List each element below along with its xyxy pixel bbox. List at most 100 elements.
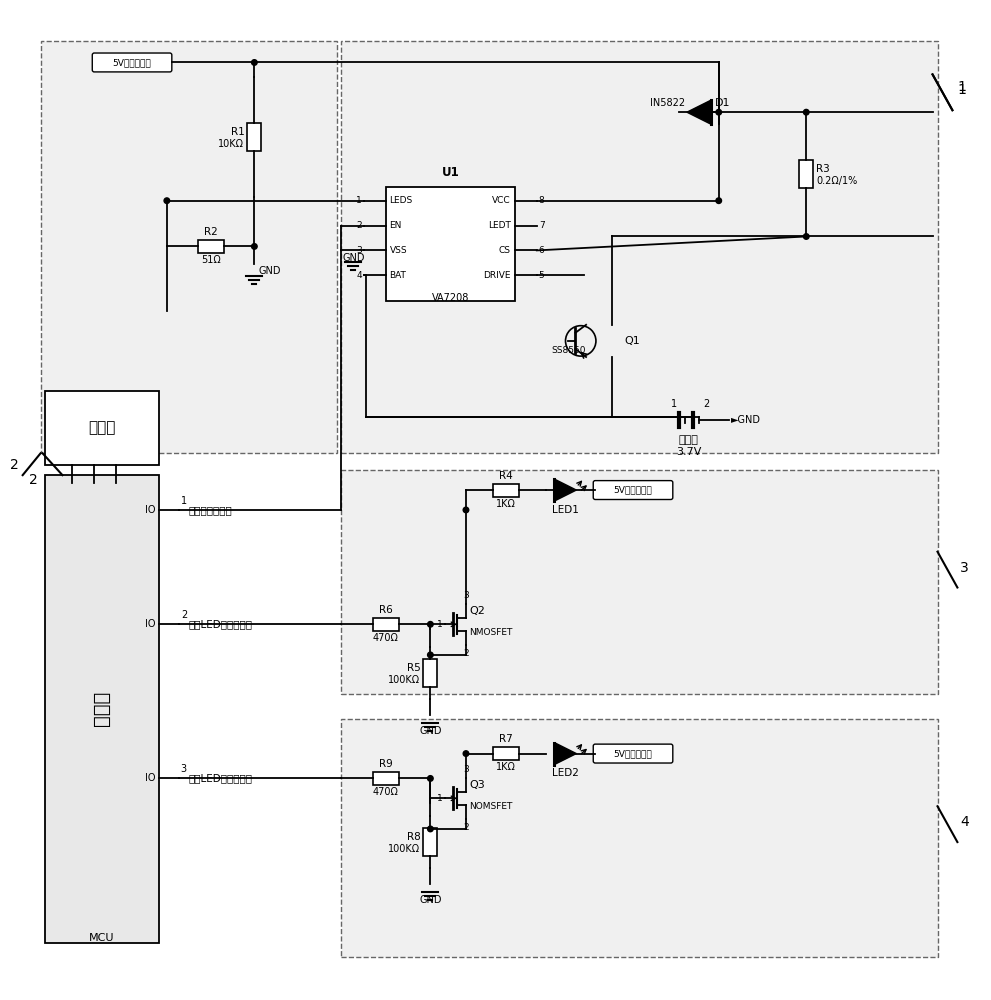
Text: 1: 1 [437,620,442,629]
Text: 100KΩ: 100KΩ [388,675,420,685]
Text: 5: 5 [539,271,544,280]
Text: LEDS: LEDS [389,196,413,205]
Text: VSS: VSS [389,246,407,255]
Bar [45,475,159,943]
Text: IN5822: IN5822 [650,98,685,108]
Text: 5V电源适配器: 5V电源适配器 [613,486,652,495]
Bar [197,240,224,253]
Circle shape [252,60,257,65]
Text: 2: 2 [10,458,19,472]
Text: 1: 1 [437,794,442,803]
Text: 黄色LED控制信号端: 黄色LED控制信号端 [188,773,253,783]
Polygon shape [555,479,577,501]
Bar [373,618,398,631]
Circle shape [252,244,257,249]
Text: 1KΩ: 1KΩ [496,762,515,772]
FancyBboxPatch shape [92,53,171,72]
Text: 3: 3 [180,764,187,774]
Text: 3: 3 [356,246,362,255]
Text: D1: D1 [715,98,730,108]
Text: VA7208: VA7208 [431,293,469,303]
Circle shape [463,751,469,756]
Text: NMOSFET: NMOSFET [469,628,512,637]
Text: LEDT: LEDT [488,221,511,230]
Text: SS8550: SS8550 [552,346,586,355]
Text: R1: R1 [231,127,245,137]
Polygon shape [687,100,711,124]
Text: R7: R7 [498,734,512,744]
Bar [800,160,814,188]
Text: 2: 2 [704,399,710,409]
Text: R2: R2 [204,227,217,237]
Text: Q2: Q2 [469,606,485,616]
Text: 2: 2 [29,473,38,487]
FancyBboxPatch shape [594,481,673,500]
Text: 2: 2 [463,823,469,832]
FancyBboxPatch shape [594,744,673,763]
Bar [493,484,518,497]
Text: GND: GND [343,253,366,263]
Text: 绿色LED控制信号端: 绿色LED控制信号端 [188,619,253,629]
Text: 显示屏: 显示屏 [88,420,115,435]
Text: U1: U1 [441,166,459,179]
Text: 4: 4 [960,815,969,829]
Bar [385,187,515,301]
Text: R5: R5 [406,663,420,673]
Text: DRIVE: DRIVE [484,271,511,280]
Bar [423,659,437,687]
Text: 6: 6 [539,246,544,255]
Text: 锂电池: 锂电池 [679,435,699,445]
Circle shape [165,198,169,203]
Text: 1: 1 [180,496,187,506]
Text: 1: 1 [957,80,966,94]
Circle shape [427,826,433,832]
Circle shape [716,109,721,115]
Text: EN: EN [389,221,402,230]
Text: 2: 2 [180,610,187,620]
Text: 1: 1 [957,83,966,97]
Bar [493,747,518,760]
Polygon shape [555,743,577,765]
Circle shape [463,507,469,513]
Bar [341,719,937,957]
Bar [341,470,937,694]
Text: 7: 7 [539,221,544,230]
Text: R3: R3 [817,164,829,174]
Text: NOMSFET: NOMSFET [469,802,512,811]
Text: 1: 1 [356,196,362,205]
Circle shape [804,234,809,239]
Bar [373,772,398,785]
Text: 8: 8 [539,196,544,205]
Circle shape [427,652,433,658]
Circle shape [716,198,721,203]
Text: 3: 3 [463,591,469,600]
Circle shape [427,622,433,627]
Text: 1: 1 [671,399,677,409]
Circle shape [427,776,433,781]
Text: 0.2Ω/1%: 0.2Ω/1% [817,176,857,186]
Text: 2: 2 [463,649,469,658]
Bar [248,123,262,151]
Text: 充电状态检测端: 充电状态检测端 [188,505,233,515]
Text: 3.7V: 3.7V [676,447,702,457]
Bar [423,828,437,856]
Text: GND: GND [419,726,442,736]
Text: 3: 3 [960,561,969,575]
Text: GND: GND [419,895,442,905]
Text: VCC: VCC [493,196,511,205]
Bar [341,41,937,453]
Text: R9: R9 [379,759,392,769]
Text: R4: R4 [498,471,512,481]
Text: Q3: Q3 [469,780,485,790]
Text: 1KΩ: 1KΩ [496,499,515,509]
Circle shape [804,109,809,115]
Text: 2: 2 [356,221,362,230]
Text: 5V电源适配器: 5V电源适配器 [613,749,652,758]
Text: MCU: MCU [89,933,115,943]
Text: 5V电源适配器: 5V电源适配器 [113,58,152,67]
Text: 100KΩ: 100KΩ [388,844,420,854]
Text: GND: GND [259,266,280,276]
Text: 4: 4 [356,271,362,280]
Text: ►GND: ►GND [730,415,761,425]
Text: 3: 3 [463,765,469,774]
